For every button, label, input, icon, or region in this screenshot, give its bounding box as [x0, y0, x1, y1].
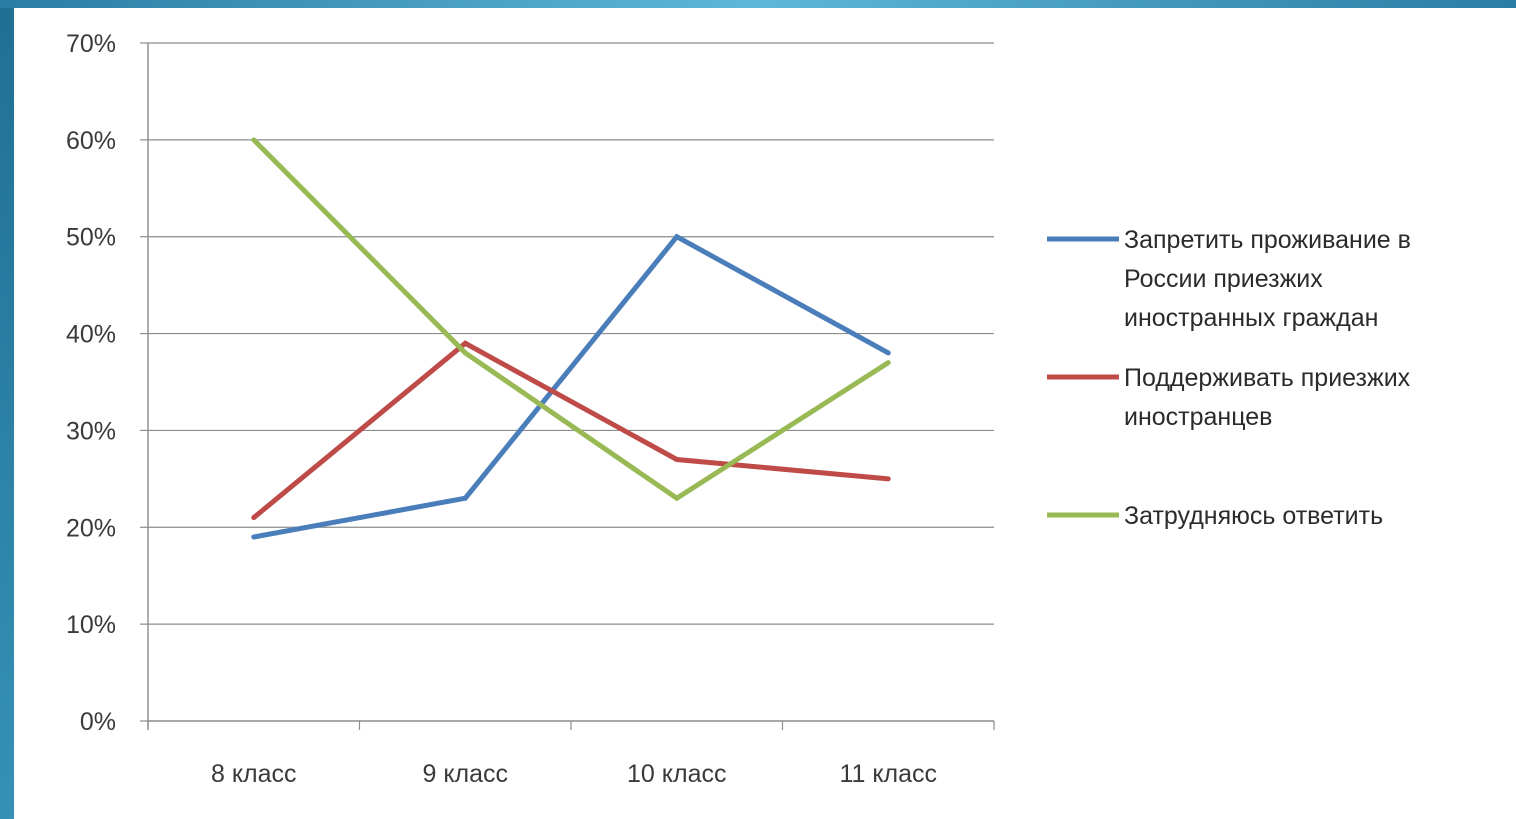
chart-panel: 0% 10% 20% 30% 40% 50% 60% 70% 8 класс 9 класс 10 … [14, 8, 1516, 819]
series-line-2 [252, 340, 889, 520]
x-tick-label: 8 класс [211, 760, 297, 788]
data-point [885, 350, 891, 356]
data-point [674, 234, 680, 240]
series-line-1 [253, 233, 890, 540]
legend-label: Запретить проживание в [1124, 226, 1411, 254]
series-line-3 [252, 138, 890, 502]
data-point [251, 137, 257, 143]
data-point [674, 495, 680, 501]
legend-label: России приезжих [1124, 265, 1323, 293]
x-tick-label: 10 класс [627, 760, 726, 788]
data-point [462, 350, 468, 356]
y-tick-label: 70% [66, 30, 116, 58]
legend-label: Затрудняюсь ответить [1124, 502, 1383, 530]
slide-top-edge [0, 0, 1516, 8]
data-point [462, 340, 468, 346]
line-chart: 0% 10% 20% 30% 40% 50% 60% 70% 8 класс 9 класс 10 … [66, 30, 1411, 788]
legend-label: иностранцев [1124, 403, 1272, 431]
x-tick-label: 9 класс [422, 760, 508, 788]
y-tick-label: 30% [66, 417, 116, 445]
data-point [674, 456, 680, 462]
y-tick-label: 10% [66, 611, 116, 639]
data-point [251, 515, 257, 521]
y-tick-label: 60% [66, 127, 116, 155]
data-point [462, 495, 468, 501]
data-point [885, 476, 891, 482]
legend-label: Поддерживать приезжих [1124, 364, 1411, 392]
legend-label: иностранных граждан [1124, 304, 1378, 332]
data-point [885, 360, 891, 366]
y-tick-label: 20% [66, 514, 116, 542]
y-tick-label: 0% [80, 708, 116, 736]
y-tick-label: 40% [66, 321, 116, 349]
x-tick-label: 11 класс [839, 760, 937, 788]
y-tick-label: 50% [66, 224, 116, 252]
data-point [251, 534, 257, 540]
